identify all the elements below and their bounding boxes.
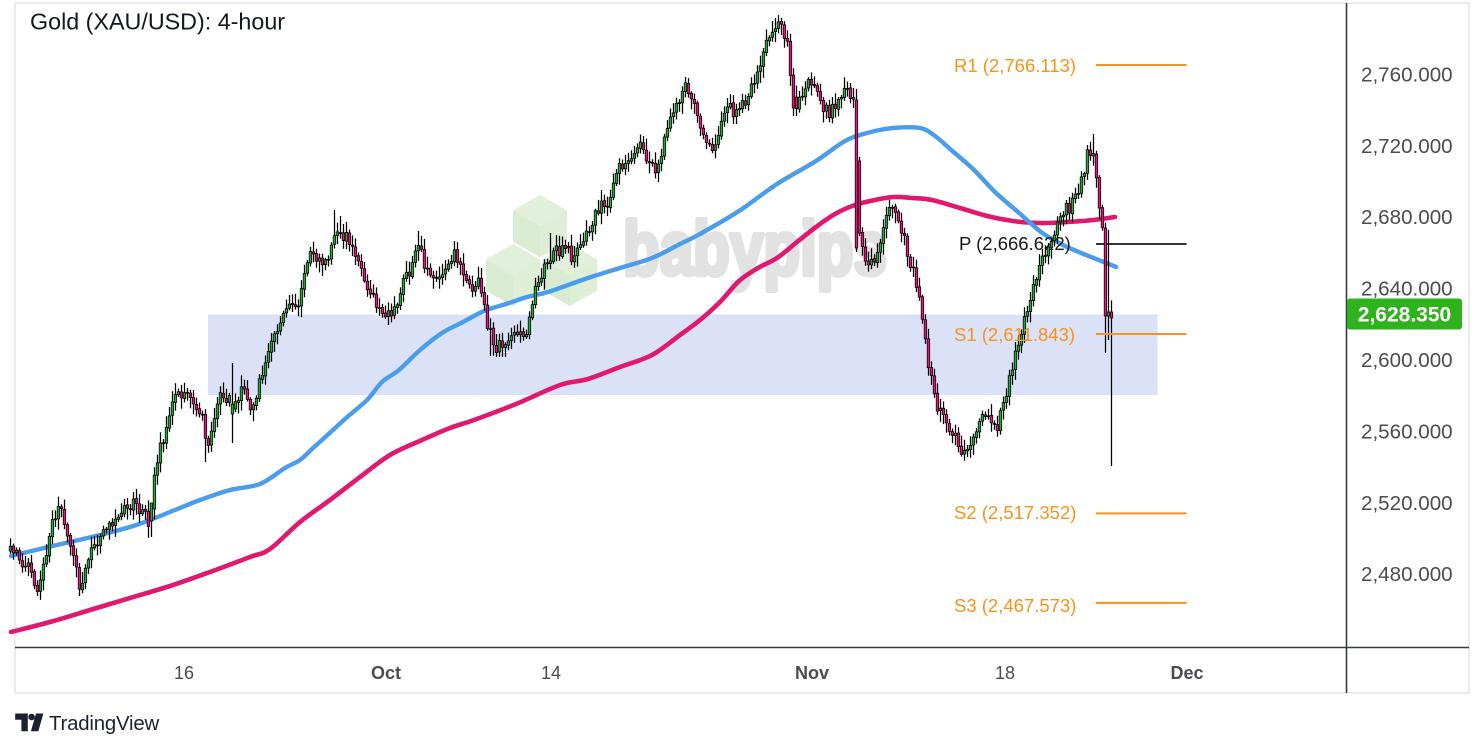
svg-text:2,640.000: 2,640.000 [1361,278,1453,301]
svg-text:2,628.350: 2,628.350 [1358,304,1451,327]
svg-text:P (2,666.622): P (2,666.622) [959,233,1071,254]
svg-text:2,600.000: 2,600.000 [1361,349,1453,372]
svg-text:S3 (2,467.573): S3 (2,467.573) [954,595,1076,616]
svg-text:18: 18 [995,663,1015,683]
svg-text:2,520.000: 2,520.000 [1361,492,1453,515]
svg-text:babypips: babypips [623,207,887,292]
svg-text:2,680.000: 2,680.000 [1361,206,1453,229]
svg-text:Dec: Dec [1170,663,1203,683]
svg-text:14: 14 [541,663,561,683]
svg-text:16: 16 [174,663,194,683]
svg-text:2,760.000: 2,760.000 [1361,63,1453,86]
svg-text:S2 (2,517.352): S2 (2,517.352) [954,502,1076,523]
svg-text:S1 (2,611.843): S1 (2,611.843) [954,324,1075,345]
svg-text:Nov: Nov [795,663,829,683]
svg-text:TradingView: TradingView [49,713,159,735]
svg-text:Oct: Oct [371,663,401,683]
svg-text:R1 (2,766.113): R1 (2,766.113) [954,55,1076,76]
svg-text:Gold (XAU/USD): 4-hour: Gold (XAU/USD): 4-hour [30,9,285,35]
svg-text:2,480.000: 2,480.000 [1361,563,1453,586]
svg-text:2,560.000: 2,560.000 [1361,420,1453,443]
svg-text:2,720.000: 2,720.000 [1361,135,1453,158]
